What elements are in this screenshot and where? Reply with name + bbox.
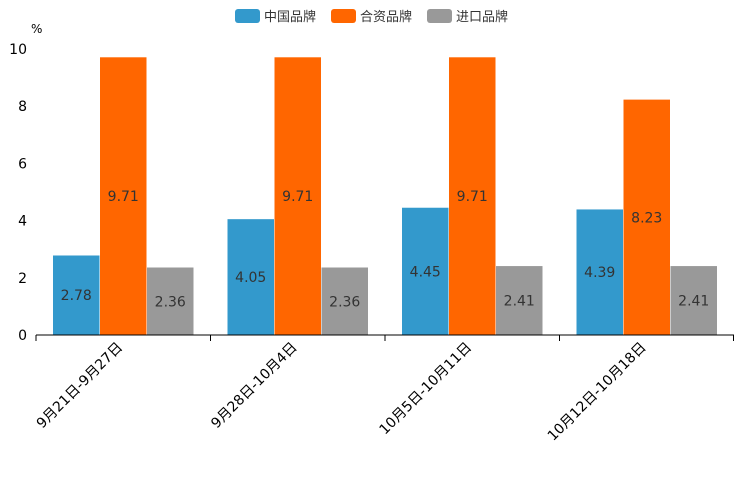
legend-label: 合资品牌	[360, 9, 412, 25]
legend-label: 进口品牌	[456, 9, 508, 25]
x-axis-ticks: 9月21日-9月27日 9月28日-10月4日 10月5日-10月11日 10月12日…	[34, 335, 734, 444]
data-label-3-2: 2.41	[678, 294, 709, 310]
y-tick-label: 6	[18, 156, 27, 172]
legend-swatch	[427, 9, 452, 23]
data-label-3-0: 4.39	[584, 265, 615, 281]
y-axis-unit-label: %	[31, 22, 42, 36]
legend-swatch	[235, 9, 260, 23]
data-label-0-1: 9.71	[108, 189, 139, 205]
chart-legend[interactable]: 中国品牌 合资品牌 进口品牌	[235, 9, 508, 25]
data-label-1-0: 4.05	[235, 270, 266, 286]
y-tick-label: 0	[18, 328, 27, 344]
data-label-1-1: 9.71	[282, 189, 313, 205]
legend-swatch	[331, 9, 356, 23]
data-label-2-1: 9.71	[457, 189, 488, 205]
data-label-0-2: 2.36	[155, 294, 186, 310]
y-tick-label: 10	[9, 42, 27, 58]
legend-item-0[interactable]: 中国品牌	[235, 9, 316, 25]
x-category-label-2: 10月5日-10月11日	[377, 340, 476, 439]
y-tick-label: 8	[18, 99, 27, 115]
data-label-0-0: 2.78	[61, 288, 92, 304]
data-label-1-2: 2.36	[329, 294, 360, 310]
bar-series	[53, 57, 717, 335]
x-category-label-0: 9月21日-9月27日	[34, 340, 126, 432]
data-label-2-2: 2.41	[504, 294, 535, 310]
data-label-3-1: 8.23	[631, 210, 662, 226]
y-tick-label: 2	[18, 271, 27, 287]
bar-chart: 中国品牌 合资品牌 进口品牌 % 0 2 4 6 8 10 2.78 9.71 2.36 4.05 9…	[0, 0, 744, 496]
legend-item-1[interactable]: 合资品牌	[331, 9, 412, 25]
y-axis-ticks: 0 2 4 6 8 10	[9, 42, 27, 344]
x-category-label-1: 9月28日-10月4日	[208, 340, 300, 432]
data-label-2-0: 4.45	[410, 264, 441, 280]
legend-item-2[interactable]: 进口品牌	[427, 9, 508, 25]
x-category-label-3: 10月12日-10月18日	[545, 340, 650, 445]
y-tick-label: 4	[18, 214, 27, 230]
legend-label: 中国品牌	[264, 9, 316, 25]
